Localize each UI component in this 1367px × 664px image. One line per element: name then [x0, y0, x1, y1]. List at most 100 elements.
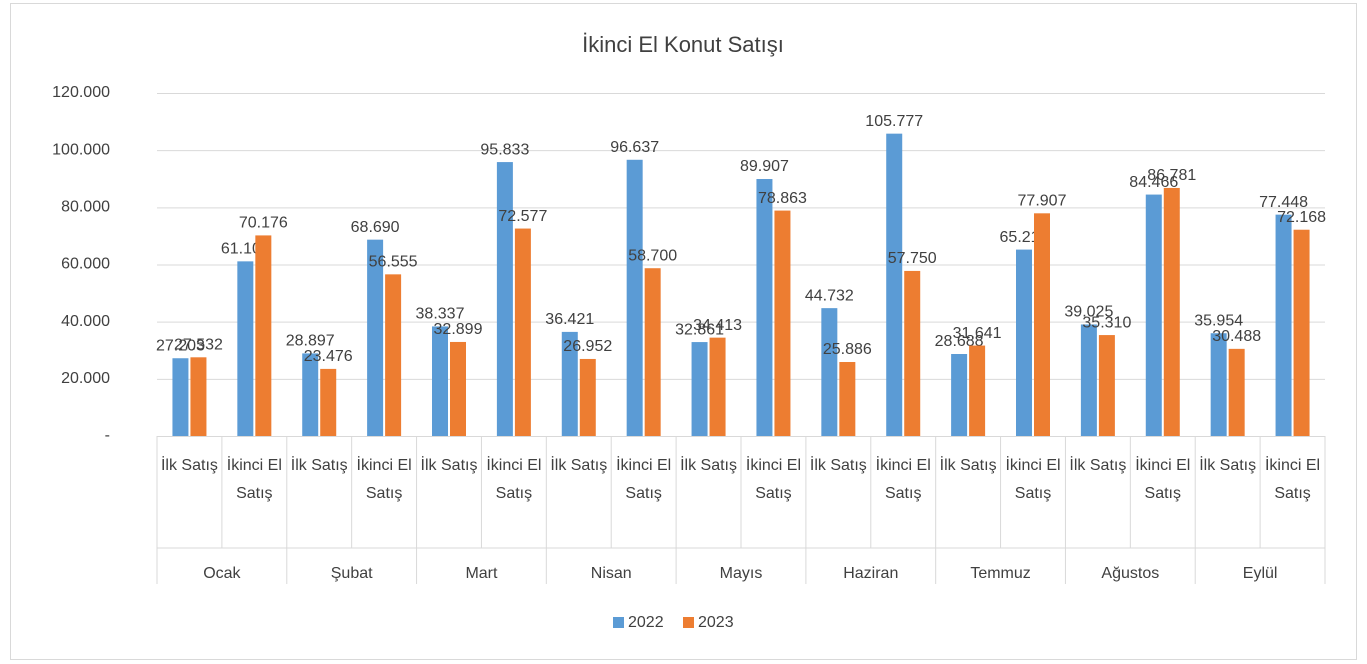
data-label: 34.413 — [693, 317, 742, 334]
data-label: 72.577 — [498, 208, 547, 225]
bar — [514, 228, 531, 436]
data-label: 68.690 — [351, 219, 400, 236]
legend-swatch — [613, 617, 624, 628]
y-tick-label: - — [105, 427, 110, 444]
bar — [450, 341, 466, 436]
data-label: 30.488 — [1212, 328, 1261, 345]
bar — [1098, 335, 1115, 436]
x-tick-label: İkinci El Satış — [356, 457, 412, 502]
x-tick-label: İlk Satış — [290, 457, 348, 474]
bar — [709, 337, 726, 436]
data-label: 28.897 — [286, 333, 335, 350]
bar — [561, 331, 578, 436]
bar — [821, 308, 838, 436]
y-tick-label: 40.000 — [61, 313, 110, 330]
bar — [839, 362, 856, 436]
bar — [756, 179, 773, 437]
y-tick-label: 120.000 — [52, 84, 110, 101]
bar — [320, 368, 337, 436]
bar — [579, 358, 596, 436]
data-label: 78.863 — [758, 190, 807, 207]
chart-border — [10, 3, 1357, 660]
legend-label: 2023 — [698, 614, 734, 631]
x-tick-label: İlk Satış — [550, 457, 608, 474]
bar — [432, 326, 448, 436]
data-label: 27.532 — [174, 337, 223, 354]
chart-title: İkinci El Konut Satışı — [582, 32, 784, 57]
data-label: 58.700 — [628, 247, 677, 264]
data-label: 35.310 — [1082, 314, 1131, 331]
data-label: 72.168 — [1277, 209, 1326, 226]
bar — [367, 239, 384, 436]
data-label: 35.954 — [1194, 312, 1243, 329]
bar — [1293, 229, 1310, 436]
x-tick-label: İkinci El Satış — [616, 457, 672, 502]
bar — [1034, 213, 1050, 436]
data-label: 105.777 — [865, 113, 923, 130]
bar — [1163, 187, 1180, 436]
bar — [774, 210, 791, 436]
x-tick-label: İkinci El Satış — [1135, 457, 1191, 502]
x-group-label: Temmuz — [970, 565, 1030, 582]
data-label: 38.337 — [416, 306, 465, 323]
x-tick-label: İlk Satış — [420, 457, 478, 474]
bar — [172, 358, 189, 436]
bar — [886, 133, 903, 437]
bar — [1228, 348, 1245, 436]
legend-swatch — [683, 617, 694, 628]
bar — [1210, 333, 1227, 436]
x-tick-label: İlk Satış — [939, 457, 997, 474]
data-label: 32.861 — [675, 321, 724, 338]
data-label: 32.899 — [434, 321, 483, 338]
x-group-label: Ocak — [203, 565, 241, 582]
data-label: 25.886 — [823, 341, 872, 358]
data-label: 23.476 — [304, 348, 353, 365]
x-tick-label: İkinci El Satış — [486, 457, 542, 502]
y-tick-label: 100.000 — [52, 141, 110, 158]
data-label: 86.781 — [1147, 167, 1196, 184]
bar — [302, 353, 319, 436]
x-tick-label: İkinci El Satış — [226, 457, 282, 502]
data-label: 95.833 — [480, 141, 529, 158]
x-tick-label: İlk Satış — [680, 457, 737, 474]
data-label: 96.637 — [610, 139, 659, 156]
x-group-label: Mayıs — [720, 565, 763, 582]
x-group-label: Nisan — [591, 565, 632, 582]
bar — [969, 345, 986, 436]
bar — [644, 268, 661, 436]
data-label: 70.176 — [239, 215, 288, 232]
bar — [1016, 249, 1032, 436]
bar — [385, 274, 402, 436]
data-label: 26.952 — [563, 338, 612, 355]
x-tick-label: İlk Satış — [160, 457, 218, 474]
x-group-label: Ağustos — [1101, 565, 1159, 582]
y-tick-label: 60.000 — [61, 256, 110, 273]
bar — [496, 162, 513, 437]
data-label: 27.203 — [156, 337, 205, 354]
data-label: 84.466 — [1129, 174, 1178, 191]
data-label: 36.421 — [545, 311, 594, 328]
x-group-label: Eylül — [1243, 565, 1278, 582]
data-label: 89.907 — [740, 158, 789, 175]
bar — [1080, 324, 1097, 436]
x-tick-label: İlk Satış — [1069, 457, 1127, 474]
bar — [626, 159, 643, 436]
data-label: 44.732 — [805, 287, 854, 304]
data-label: 39.025 — [1064, 304, 1113, 321]
data-label: 77.907 — [1018, 193, 1067, 210]
x-tick-label: İkinci El Satış — [1264, 457, 1321, 502]
bar — [904, 270, 921, 436]
x-tick-label: İlk Satış — [1199, 457, 1257, 474]
bar — [190, 357, 207, 436]
x-group-label: Mart — [465, 565, 498, 582]
bar — [691, 342, 708, 436]
x-group-label: Şubat — [331, 565, 373, 582]
bar — [1275, 214, 1292, 436]
bar — [951, 354, 968, 436]
y-tick-label: 20.000 — [61, 370, 110, 387]
bar — [255, 235, 272, 436]
x-tick-label: İkinci El Satış — [745, 457, 801, 502]
x-tick-label: İkinci El Satış — [875, 457, 931, 502]
